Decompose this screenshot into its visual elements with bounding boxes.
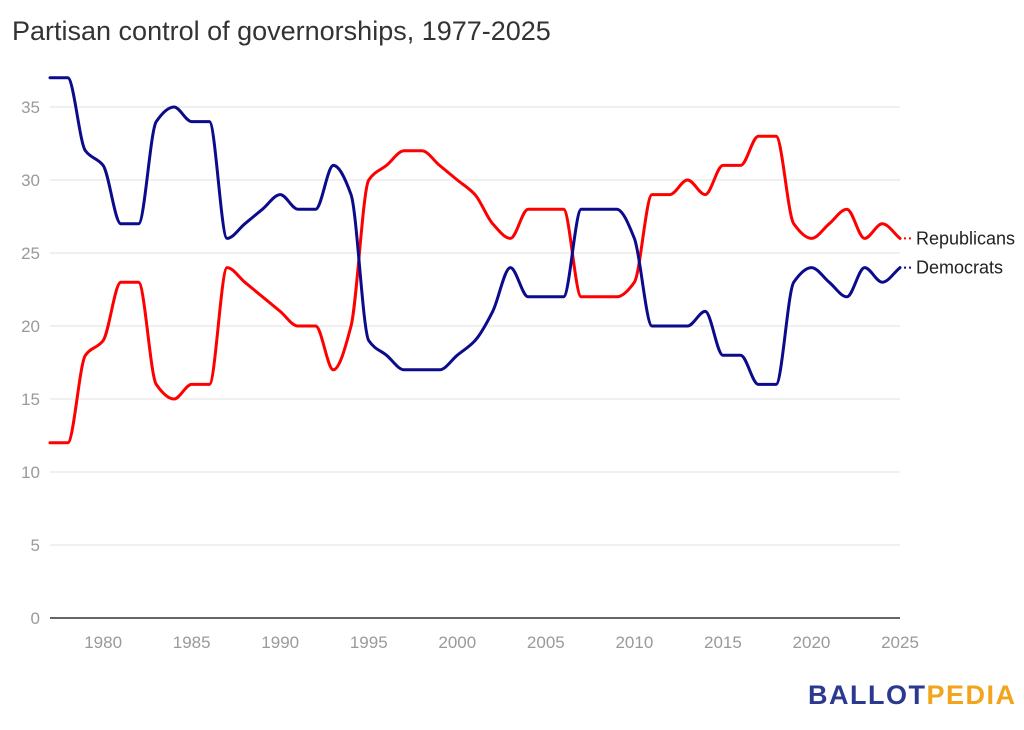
ballotpedia-logo: BALLOTPEDIA — [808, 680, 1017, 711]
x-axis-ticks: 1980 1985 1990 1995 2000 2005 2010 2015 2020 2025 — [84, 633, 919, 652]
x-tick-1990: 1990 — [261, 633, 299, 652]
x-tick-2005: 2005 — [527, 633, 565, 652]
y-axis-ticks: 0 5 10 15 20 25 30 35 — [21, 98, 40, 628]
y-tick-35: 35 — [21, 98, 40, 117]
y-tick-25: 25 — [21, 244, 40, 263]
x-tick-2015: 2015 — [704, 633, 742, 652]
series-label-democrats: Democrats — [916, 258, 1003, 278]
x-tick-1995: 1995 — [350, 633, 388, 652]
x-tick-1980: 1980 — [84, 633, 122, 652]
series-label-republicans: Republicans — [916, 228, 1015, 248]
x-tick-1985: 1985 — [173, 633, 211, 652]
y-tick-30: 30 — [21, 171, 40, 190]
y-tick-10: 10 — [21, 463, 40, 482]
logo-pedia: PEDIA — [926, 680, 1017, 710]
series-line-democrats — [48, 76, 902, 386]
y-tick-5: 5 — [31, 536, 40, 555]
x-tick-2010: 2010 — [615, 633, 653, 652]
x-tick-2020: 2020 — [793, 633, 831, 652]
chart-title: Partisan control of governorships, 1977-… — [12, 16, 551, 46]
logo-ballot: BALLOT — [808, 680, 927, 710]
gridlines — [50, 106, 900, 546]
y-tick-20: 20 — [21, 317, 40, 336]
x-tick-2025: 2025 — [881, 633, 919, 652]
y-tick-15: 15 — [21, 390, 40, 409]
y-tick-0: 0 — [31, 609, 40, 628]
series-line-republicans — [48, 134, 902, 445]
x-tick-2000: 2000 — [438, 633, 476, 652]
series-end-labels: Republicans Democrats — [904, 228, 1015, 278]
series-lines — [48, 76, 902, 445]
